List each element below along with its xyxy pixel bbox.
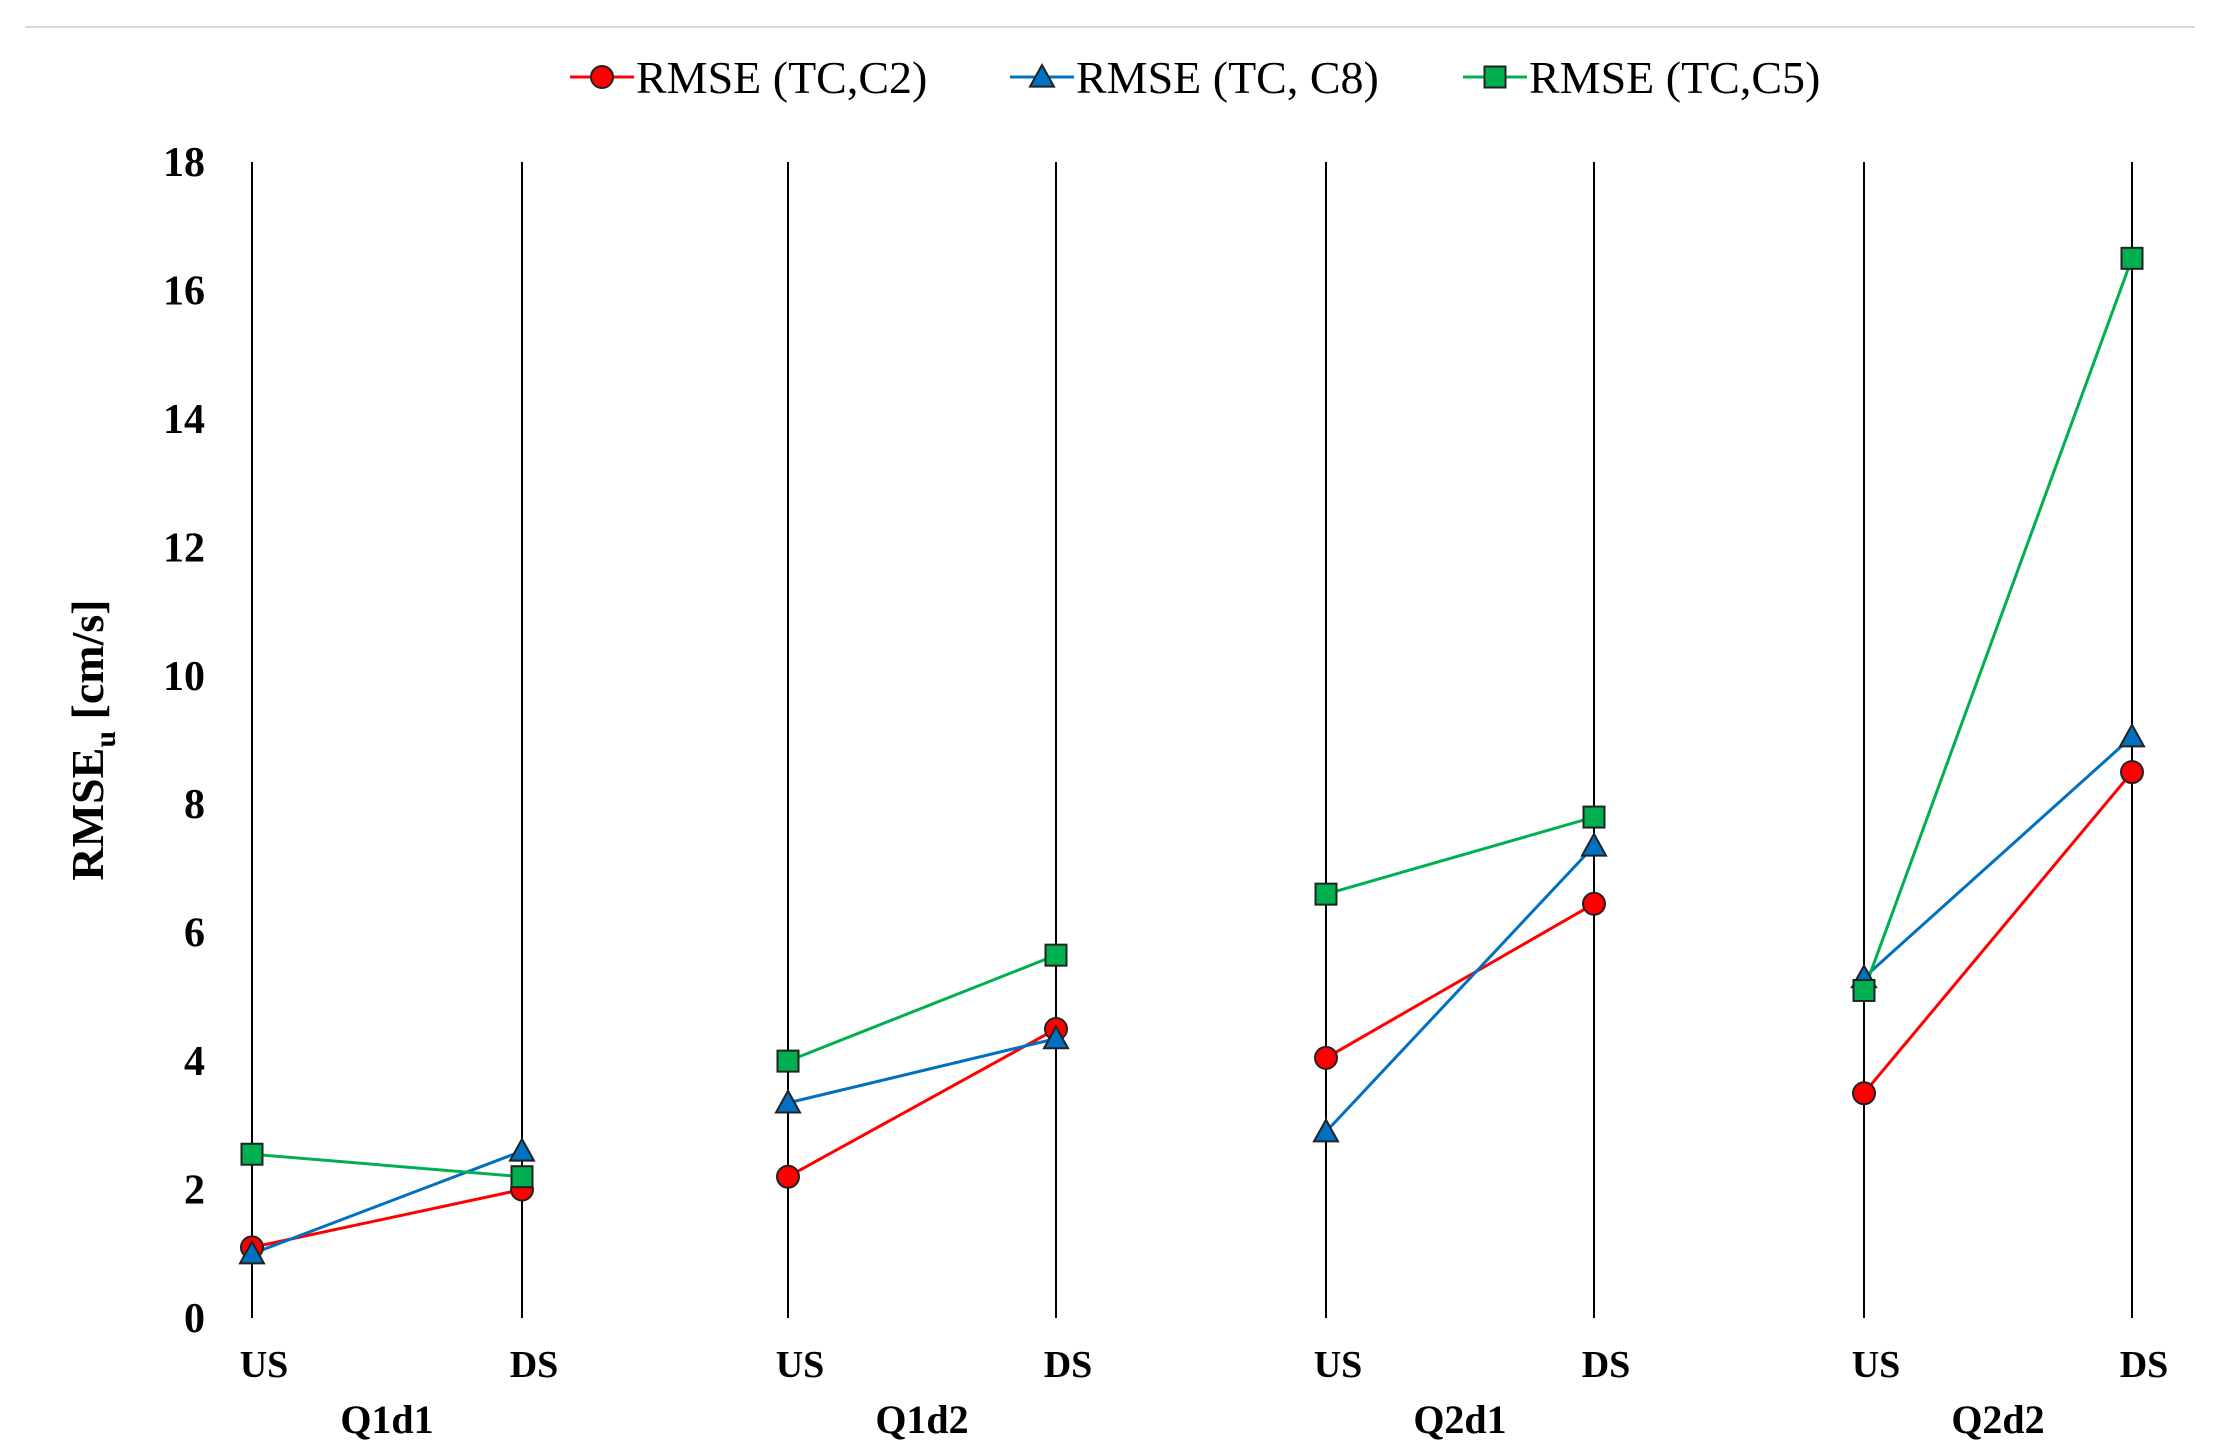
data-point-marker [238, 1239, 266, 1265]
series-line-segment [787, 1027, 1057, 1179]
series-line-segment [787, 953, 1057, 1063]
data-point-marker [1314, 1045, 1338, 1070]
series-lines [251, 257, 2134, 1256]
series-line-segment [1862, 735, 2134, 979]
x-category-label: US [1314, 1344, 1363, 1386]
data-point-marker [510, 1165, 534, 1189]
data-point-marker [1042, 1024, 1070, 1050]
legend-marker [1028, 62, 1056, 88]
series-line-segment [1862, 771, 2134, 1095]
legend-label: RMSE (TC,C5) [1529, 52, 1820, 103]
legend-label: RMSE (TC, C8) [1076, 52, 1379, 103]
data-point-marker [776, 1049, 800, 1073]
y-tick-label: 10 [163, 654, 205, 700]
x-category-label: DS [1582, 1344, 1631, 1386]
y-tick-label: 14 [163, 397, 205, 443]
data-point-marker [1580, 831, 1608, 857]
series-line-segment [1325, 815, 1595, 896]
y-tick-label: 0 [184, 1296, 205, 1342]
data-point-marker [240, 1142, 264, 1166]
data-point-marker [508, 1136, 536, 1162]
data-point-marker [776, 1164, 800, 1189]
y-axis-title-main: RMSE [62, 748, 113, 881]
series-line-segment [251, 1152, 523, 1179]
legend-marker [1483, 65, 1507, 89]
data-point-marker [1582, 805, 1606, 829]
x-category-label: US [776, 1344, 825, 1386]
series-markers [238, 246, 2146, 1265]
x-category-label: DS [2120, 1344, 2169, 1386]
y-tick-label: 8 [184, 782, 205, 828]
y-axis-title-unit: [cm/s] [62, 599, 113, 719]
x-group-label: Q1d2 [875, 1397, 968, 1442]
series-line-segment [1325, 902, 1595, 1060]
data-point-marker [1582, 891, 1606, 916]
data-point-marker [2120, 760, 2144, 785]
x-group-label: Q2d2 [1951, 1397, 2044, 1442]
series-group [238, 246, 2146, 1265]
category-vertical-lines [251, 162, 2133, 1318]
legend-label: RMSE (TC,C2) [636, 52, 927, 103]
data-point-marker [1852, 1081, 1876, 1106]
data-point-marker [774, 1088, 802, 1114]
x-axis: US DS Q1d1 US DS Q1d2 US DS Q2d1 US DS Q2d2 [240, 1344, 2169, 1442]
series-line-segment [1324, 844, 1596, 1133]
x-category-label: US [240, 1344, 289, 1386]
y-tick-label: 12 [163, 525, 205, 571]
y-tick-label: 4 [184, 1039, 205, 1085]
y-tick-label: 2 [184, 1168, 205, 1214]
data-point-marker [2120, 246, 2144, 270]
x-category-label: DS [510, 1344, 559, 1386]
legend: RMSE (TC,C2) RMSE (TC, C8) RMSE (TC,C5) [570, 52, 1820, 103]
data-point-marker [2118, 722, 2146, 748]
y-axis-title-unit-space [62, 719, 113, 731]
x-group-label: Q2d1 [1413, 1397, 1506, 1442]
legend-marker [590, 65, 614, 89]
y-tick-label: 16 [163, 268, 205, 314]
series-line-segment [787, 1037, 1057, 1105]
data-point-marker [1312, 1117, 1340, 1143]
y-axis-title-subscript: u [89, 731, 122, 748]
x-group-label: Q1d1 [340, 1397, 433, 1442]
y-tick-label: 18 [163, 140, 205, 186]
x-category-label: US [1852, 1344, 1901, 1386]
x-category-label: DS [1044, 1344, 1093, 1386]
data-point-marker [1852, 978, 1876, 1002]
y-tick-label: 6 [184, 911, 205, 957]
data-point-marker [1044, 943, 1068, 967]
y-axis-title: RMSEu [cm/s] [62, 599, 122, 880]
series-line-segment [251, 1149, 523, 1256]
series-line-segment [1862, 257, 2134, 991]
data-point-marker [1314, 882, 1338, 906]
y-axis: 0 2 4 6 8 10 12 14 16 18 [163, 140, 205, 1342]
